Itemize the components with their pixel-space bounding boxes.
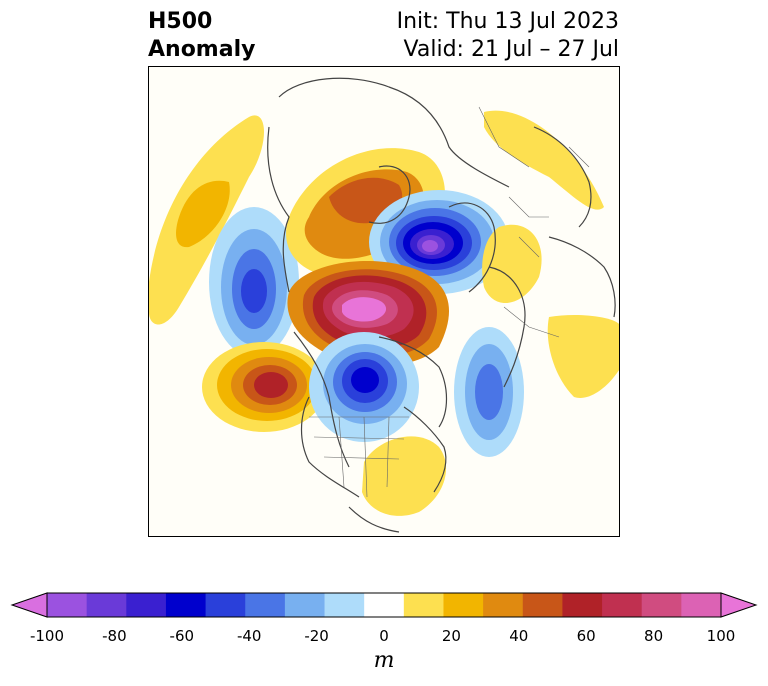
- anomaly-positive-east-us: [362, 436, 447, 516]
- colorbar-tick-label: -20: [304, 627, 329, 645]
- colorbar-tick-label: 40: [509, 627, 529, 645]
- colorbar-cell: [245, 593, 286, 617]
- colorbar-tick-label: 60: [576, 627, 596, 645]
- colorbar-cell: [443, 593, 484, 617]
- anomaly-negative-west-canada: [309, 332, 419, 442]
- colorbar-cell: [641, 593, 682, 617]
- political-borders: [309, 106, 590, 498]
- colorbar-cell: [126, 593, 167, 617]
- title-variable: H500: [148, 9, 213, 34]
- init-date: Init: Thu 13 Jul 2023: [396, 9, 619, 34]
- colorbar-border: [46, 592, 722, 618]
- colorbar-cell: [324, 593, 365, 617]
- colorbar-tick-label: -40: [236, 627, 262, 645]
- colorbar-units: m: [373, 648, 395, 673]
- anomaly-positive-arctic: [287, 261, 449, 366]
- colorbar-arrow-min: [10, 592, 48, 618]
- anomaly-positive-europe: [482, 110, 619, 398]
- title-field: Anomaly: [148, 37, 256, 62]
- title-left: H500 Anomaly: [148, 8, 255, 64]
- colorbar-cell: [86, 593, 127, 617]
- coastlines: [267, 77, 616, 533]
- colorbar-cell: [522, 593, 563, 617]
- anomaly-negative-barents: [369, 190, 509, 294]
- title-right: Init: Thu 13 Jul 2023 Valid: 21 Jul – 27…: [397, 8, 619, 64]
- map-panel: [148, 66, 620, 537]
- colorbar-cell: [47, 593, 88, 617]
- anomaly-negative-pacific-central: [209, 207, 299, 357]
- colorbar-cell: [483, 593, 524, 617]
- anomaly-positive-pacific-north: [149, 115, 264, 325]
- colorbar-arrow-max: [720, 592, 758, 618]
- colorbar-cell: [403, 593, 444, 617]
- anomaly-negative-atlantic: [454, 327, 524, 457]
- colorbar-tick-label: -80: [102, 627, 127, 645]
- colorbar-cell: [364, 593, 405, 617]
- colorbar-tick-label: 20: [441, 627, 461, 645]
- colorbar-cell: [562, 593, 603, 617]
- colorbar-tick-label: 0: [379, 627, 389, 645]
- valid-range: Valid: 21 Jul – 27 Jul: [403, 37, 619, 62]
- colorbar-tick-label: -60: [169, 627, 195, 645]
- colorbar-cell: [205, 593, 246, 617]
- colorbar-cell: [165, 593, 207, 617]
- colorbar-cell: [681, 593, 722, 617]
- colorbar-cell: [284, 593, 326, 617]
- colorbar: [10, 592, 758, 618]
- anomaly-map: [149, 77, 619, 533]
- colorbar-cell: [602, 593, 643, 617]
- colorbar-tick-label: -100: [29, 627, 65, 645]
- colorbar-tick-label: 100: [706, 627, 736, 645]
- colorbar-tick-label: 80: [644, 627, 664, 645]
- anomaly-positive-pacific-east: [202, 342, 326, 432]
